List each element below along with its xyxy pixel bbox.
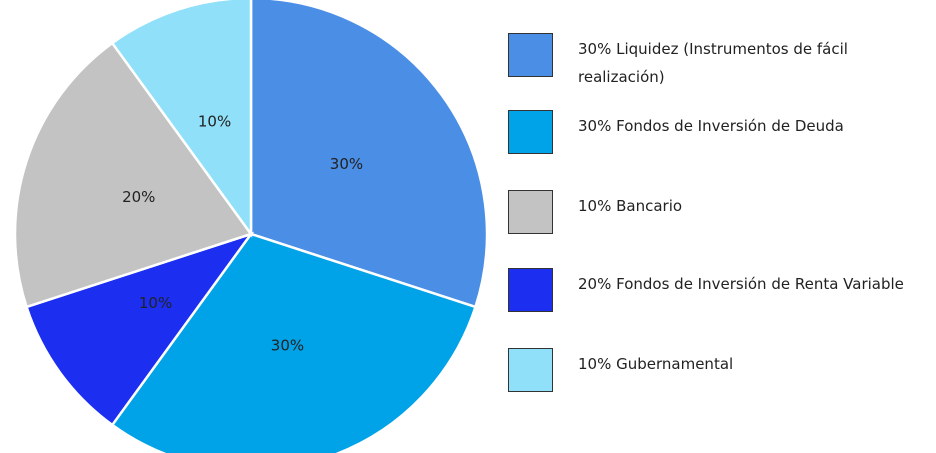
legend-label: 10% Bancario <box>578 197 683 215</box>
legend-item: 30% Liquidez (Instrumentos de fácil real… <box>508 33 936 86</box>
legend-item: 10% Gubernamental <box>508 348 936 394</box>
legend-swatch <box>508 348 553 392</box>
data-label: 10% <box>139 294 172 312</box>
data-label: 30% <box>271 337 304 355</box>
legend-swatch <box>508 33 553 77</box>
legend-label: 10% Gubernamental <box>578 355 734 373</box>
legend-swatch <box>508 190 553 234</box>
pie-slice <box>13 41 254 309</box>
legend-label: 30% Liquidez (Instrumentos de fácil real… <box>578 40 848 86</box>
data-label: 10% <box>198 112 231 130</box>
legend-swatch <box>508 268 553 312</box>
legend-item: 30% Fondos de Inversión de Deuda <box>508 110 936 156</box>
data-label: 30% <box>330 155 363 173</box>
pie-slice <box>110 0 253 238</box>
data-label: 20% <box>122 188 155 206</box>
pie-area: 30% 30% 10% 20% 10% <box>13 0 489 453</box>
legend-label: 30% Fondos de Inversión de Deuda <box>578 117 844 135</box>
pie-slice <box>249 0 489 309</box>
pie-slice <box>24 231 255 427</box>
legend-swatch <box>508 110 553 154</box>
legend-item: 10% Bancario <box>508 190 936 236</box>
legend-label: 20% Fondos de Inversión de Renta Variabl… <box>578 275 904 293</box>
legend-item: 20% Fondos de Inversión de Renta Variabl… <box>508 268 936 314</box>
